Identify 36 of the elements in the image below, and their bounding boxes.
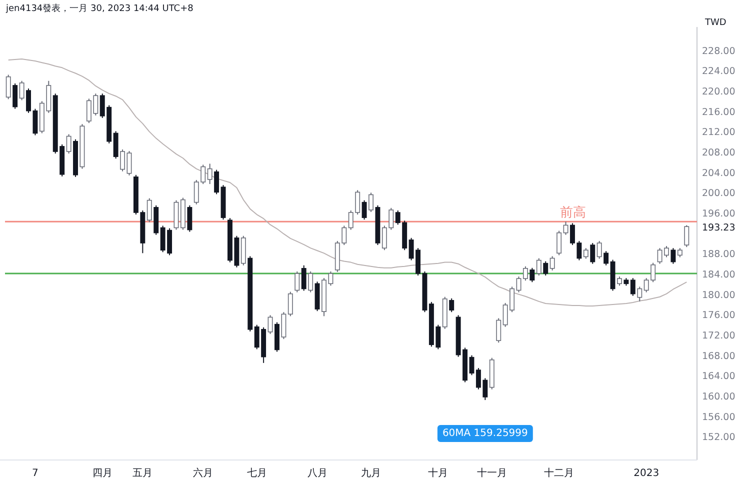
y-tick-label: 184.00	[702, 269, 736, 280]
y-tick-label: 220.00	[702, 86, 736, 98]
y-tick-label: 200.00	[702, 188, 736, 200]
y-tick-label: 180.00	[702, 290, 736, 301]
chart-title: jen4134發表，一月 30, 2023 14:44 UTC+8	[5, 3, 194, 14]
y-tick-label: 176.00	[702, 310, 736, 322]
x-tick-label: 十月	[428, 467, 448, 479]
y-tick-label: 224.00	[702, 66, 736, 78]
annotation: 60MA 159.25999	[442, 428, 528, 439]
x-tick-label: 九月	[361, 467, 382, 479]
y-tick-label: 188.00	[702, 249, 736, 260]
x-tick-label: 2023	[634, 468, 660, 479]
annotation: 60MA 159.25999	[437, 425, 533, 442]
x-tick-label: 7	[32, 468, 38, 479]
y-tick-label: 212.00	[702, 127, 736, 138]
ref-line-label: 前高	[560, 204, 586, 221]
y-tick-label: 228.00	[702, 46, 736, 57]
x-tick-label: 八月	[307, 468, 328, 479]
y-axis-title: TWD	[704, 18, 726, 28]
y-tick-label: 160.00	[702, 391, 736, 402]
x-tick-label: 六月	[193, 467, 214, 479]
x-tick-label: 五月	[132, 468, 153, 479]
y-tick-label: 164.00	[702, 371, 736, 382]
x-tick-label: 七月	[246, 467, 267, 479]
x-tick-label: 十二月	[544, 467, 574, 479]
y-tick-label: 216.00	[702, 106, 736, 118]
y-tick-label: 152.00	[702, 432, 736, 444]
x-tick-label: 四月	[92, 468, 112, 479]
y-tick-label: 196.00	[702, 208, 736, 220]
y-tick-label: 193.23	[702, 222, 736, 234]
y-tick-label: 156.00	[702, 412, 736, 423]
y-tick-label: 204.00	[702, 168, 736, 179]
y-tick-label: 208.00	[702, 148, 736, 159]
x-tick-label: 十一月	[476, 467, 507, 479]
y-tick-label: 168.00	[702, 350, 736, 362]
y-tick-label: 172.00	[702, 330, 736, 342]
